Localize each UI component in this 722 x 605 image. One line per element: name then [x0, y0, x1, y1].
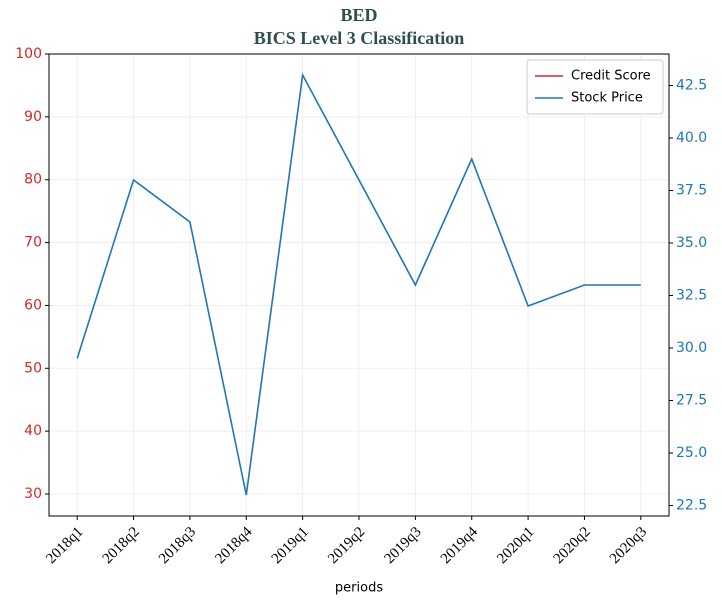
x-tick-label: 2020q2 — [551, 524, 594, 567]
y2-tick-label: 35.0 — [676, 235, 707, 251]
y2-tick-label: 30.0 — [676, 340, 707, 356]
x-tick-label: 2019q1 — [269, 524, 312, 567]
chart-subtitle: BICS Level 3 Classification — [254, 28, 465, 48]
y-tick-label: 40 — [24, 423, 42, 439]
x-tick-label: 2020q3 — [607, 524, 650, 567]
legend-box — [526, 59, 664, 115]
x-tick-label: 2019q3 — [381, 524, 424, 567]
x-tick-label: 2018q3 — [156, 524, 199, 567]
x-tick-label: 2018q4 — [212, 524, 255, 567]
y2-tick-label: 32.5 — [676, 288, 707, 304]
chart-title: BED — [340, 5, 377, 25]
y2-tick-label: 42.5 — [676, 78, 707, 94]
legend-label: Stock Price — [571, 91, 643, 106]
y2-tick-label: 40.0 — [676, 130, 707, 146]
y2-tick-label: 37.5 — [676, 183, 707, 199]
y2-tick-label: 27.5 — [676, 393, 707, 409]
y-tick-label: 90 — [24, 109, 42, 125]
y-tick-label: 80 — [24, 172, 42, 188]
plot-frame — [48, 53, 670, 517]
y-tick-label: 60 — [24, 297, 42, 313]
legend-label: Credit Score — [571, 69, 651, 84]
y2-tick-label: 25.0 — [676, 445, 707, 461]
x-tick-label: 2019q4 — [438, 524, 481, 567]
y-tick-label: 100 — [15, 46, 42, 62]
x-tick-label: 2019q2 — [325, 524, 368, 567]
x-tick-label: 2018q2 — [100, 524, 143, 567]
y-tick-label: 30 — [24, 486, 42, 502]
y-tick-label: 70 — [24, 235, 42, 251]
x-tick-label: 2018q1 — [43, 524, 86, 567]
line — [76, 72, 641, 496]
x-tick-label: 2020q1 — [494, 524, 537, 567]
y2-tick-label: 22.5 — [676, 498, 707, 514]
x-axis-label: periods — [335, 581, 383, 596]
y-tick-label: 50 — [24, 360, 42, 376]
